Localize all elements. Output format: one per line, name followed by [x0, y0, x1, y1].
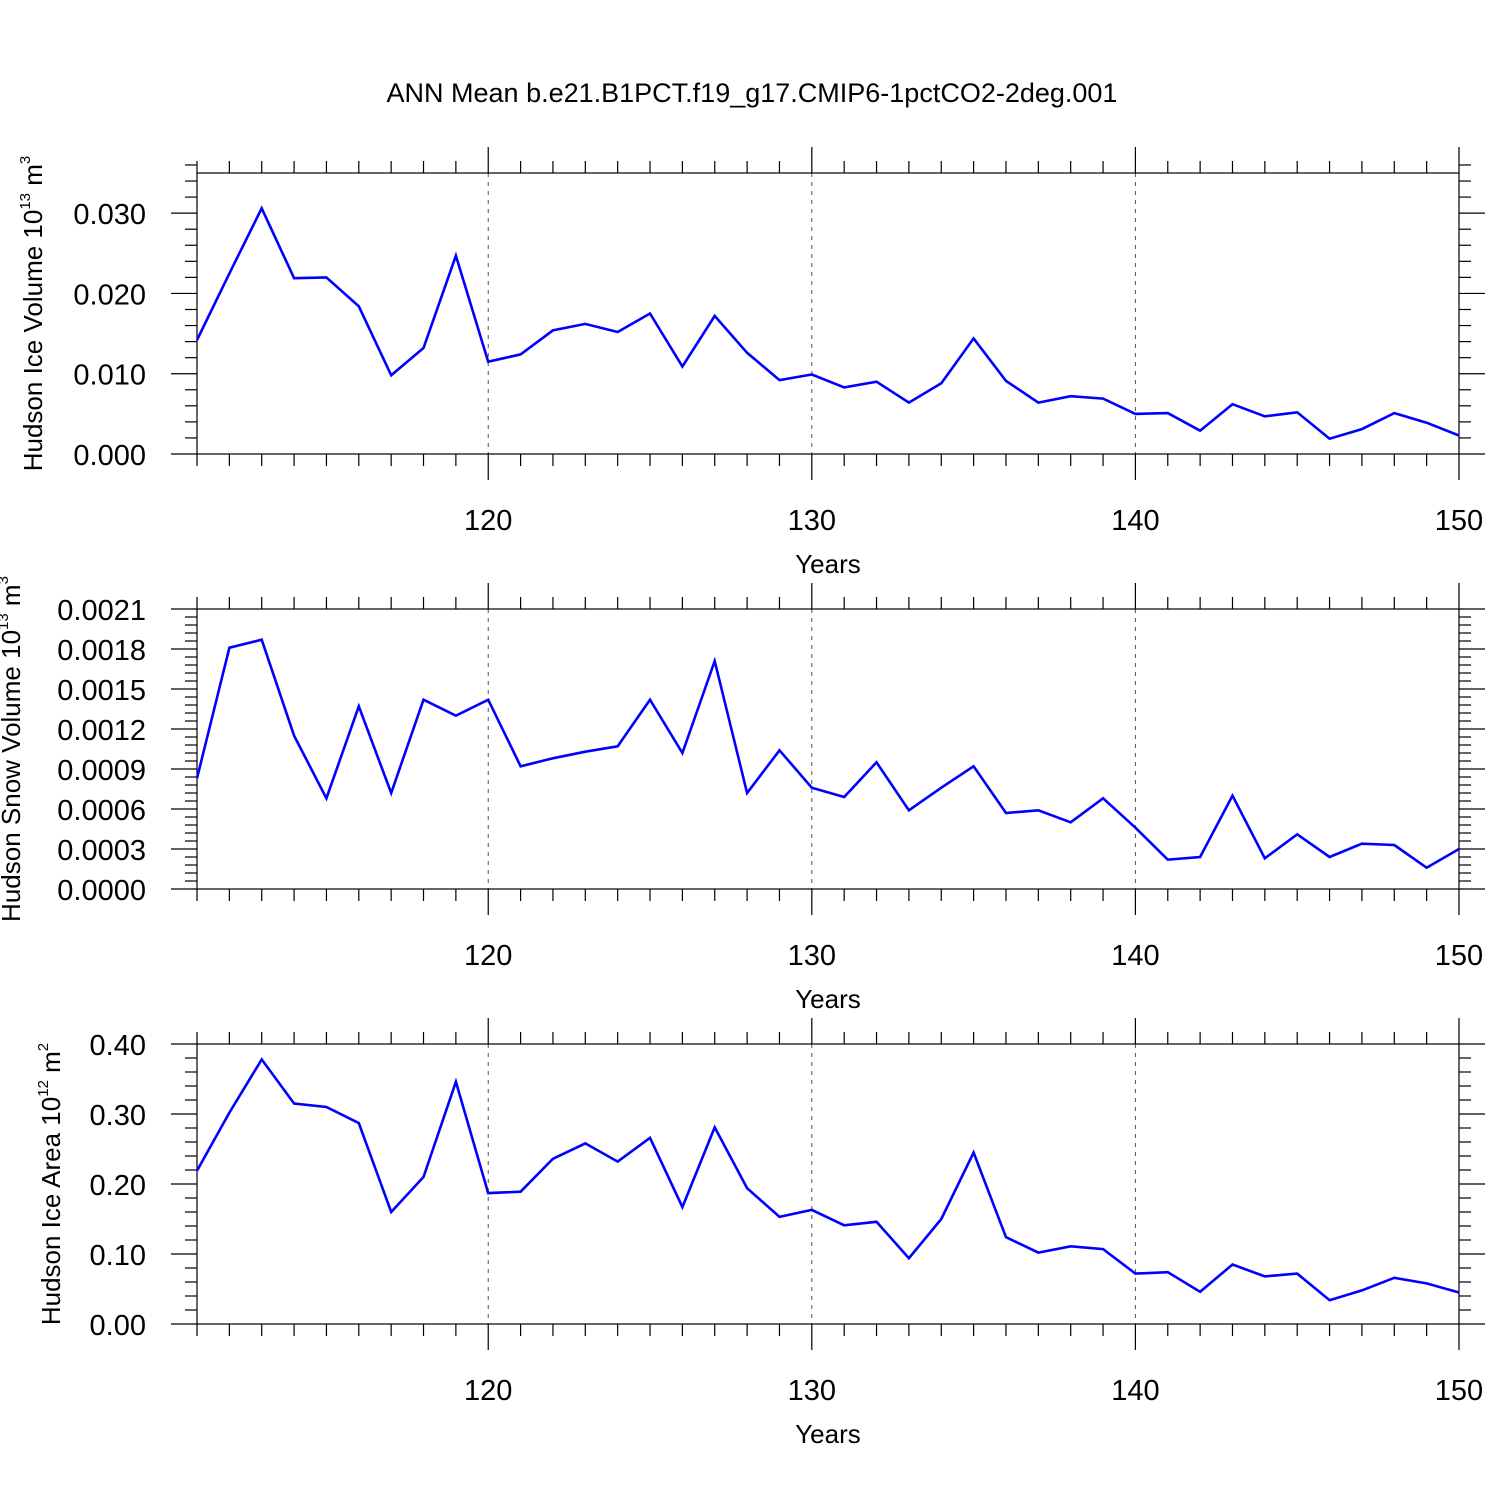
- x-tick-label: 150: [1435, 1375, 1483, 1407]
- y-tick-label: 0.0009: [57, 755, 146, 787]
- y-axis-title-unit-exponent: 3: [17, 156, 34, 164]
- y-tick-label: 0.30: [90, 1100, 146, 1132]
- x-axis-title: Years: [795, 549, 861, 579]
- plot-frame: [196, 172, 1460, 455]
- y-axis-title-text: Hudson Snow Volume 10: [0, 630, 26, 922]
- x-tick-label: 120: [464, 505, 512, 537]
- y-tick-label: 0.0003: [57, 835, 146, 867]
- y-tick-label: 0.0012: [57, 715, 146, 747]
- y-axis-title: Hudson Ice Volume 1013 m3: [17, 156, 48, 472]
- data-line: [195, 638, 1460, 870]
- chart-panel-3: 120 130 140 150 Years 0.00 0.10 0.20 0.30 0.40 Hud…: [35, 1018, 1485, 1449]
- x-tick-label: 120: [464, 940, 512, 972]
- data-line: [195, 205, 1460, 441]
- y-tick-label: 0.010: [73, 360, 146, 392]
- chart-panel-2: 120 130 140 150 Years 0.0000 0.0003 0.0006 0.000…: [0, 576, 1485, 1014]
- y-axis-title-unit: m: [18, 164, 48, 193]
- y-axis-title-exponent: 13: [17, 193, 34, 210]
- y-tick-label: 0.030: [73, 199, 146, 231]
- x-tick-label: 130: [788, 940, 836, 972]
- x-tick-label: 150: [1435, 505, 1483, 537]
- y-axis-title-exponent: 13: [0, 613, 12, 630]
- y-axis-title-text: Hudson Ice Area 10: [36, 1097, 66, 1325]
- x-axis-title: Years: [795, 1419, 861, 1449]
- y-axis-title: Hudson Snow Volume 1013 m3: [0, 576, 26, 922]
- y-tick-label: 0.40: [90, 1030, 146, 1062]
- x-tick-label: 140: [1111, 505, 1159, 537]
- plot-frame: [196, 608, 1460, 890]
- y-axis-title-unit-exponent: 3: [0, 576, 12, 584]
- y-axis-title-exponent: 12: [35, 1080, 52, 1097]
- y-tick-label: 0.000: [73, 440, 146, 472]
- y-tick-label: 0.0015: [57, 675, 146, 707]
- y-tick-label: 0.0000: [57, 875, 146, 907]
- y-tick-label: 0.0021: [57, 595, 146, 627]
- y-axis-title-unit: m: [0, 584, 26, 613]
- x-tick-label: 140: [1111, 1375, 1159, 1407]
- y-axis-title-unit-exponent: 2: [35, 1043, 52, 1051]
- chart-panels: 120 130 140 150 Years 0.000 0.010 0.020 0.030 Hud…: [0, 147, 1485, 1449]
- y-tick-label: 0.20: [90, 1170, 146, 1202]
- y-tick-label: 0.020: [73, 279, 146, 311]
- x-tick-label: 150: [1435, 940, 1483, 972]
- y-tick-label: 0.0018: [57, 635, 146, 667]
- y-axis-title-text: Hudson Ice Volume 10: [18, 210, 48, 472]
- chart-panel-1: 120 130 140 150 Years 0.000 0.010 0.020 0.030 Hud…: [17, 147, 1485, 579]
- x-tick-label: 120: [464, 1375, 512, 1407]
- y-axis-title: Hudson Ice Area 1012 m2: [35, 1043, 66, 1325]
- y-tick-label: 0.10: [90, 1240, 146, 1272]
- x-tick-label: 130: [788, 1375, 836, 1407]
- x-axis-title: Years: [795, 984, 861, 1014]
- data-line: [195, 1057, 1460, 1302]
- plot-frame: [196, 1043, 1460, 1325]
- figure-title: ANN Mean b.e21.B1PCT.f19_g17.CMIP6-1pctC…: [387, 78, 1118, 108]
- x-tick-label: 130: [788, 505, 836, 537]
- x-tick-label: 140: [1111, 940, 1159, 972]
- y-tick-label: 0.0006: [57, 795, 146, 827]
- y-axis-title-unit: m: [36, 1051, 66, 1080]
- y-tick-label: 0.00: [90, 1310, 146, 1342]
